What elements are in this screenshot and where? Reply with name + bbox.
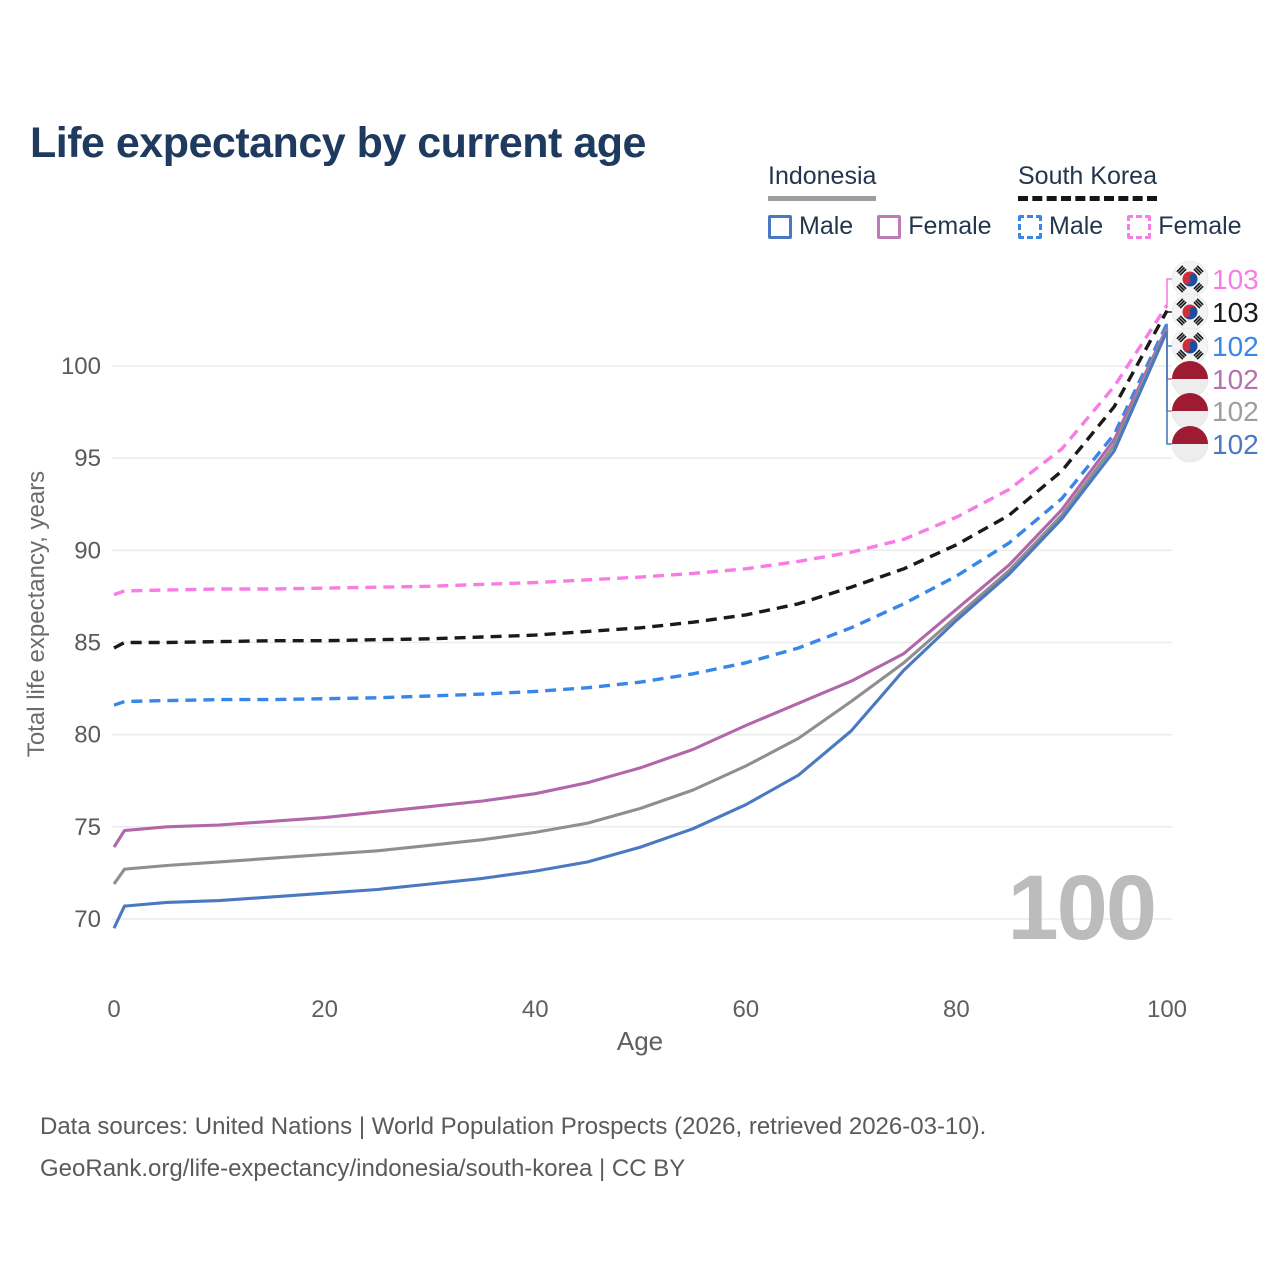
- x-tick-label: 60: [732, 996, 759, 1023]
- page-title: Life expectancy by current age: [30, 118, 646, 167]
- x-tick-label: 40: [522, 996, 549, 1023]
- leader-line: [1166, 310, 1172, 313]
- legend-item-label: Male: [799, 212, 854, 240]
- x-tick-label: 80: [943, 996, 970, 1023]
- female-dashed-swatch-icon: [1127, 214, 1152, 239]
- line-indonesia-both-sexes: [112, 328, 1169, 885]
- legend-item-indonesia-male[interactable]: Male: [768, 212, 853, 241]
- x-tick-label: 0: [107, 996, 120, 1023]
- line-south-korea-both-sexes: [113, 309, 1169, 650]
- age-watermark: 100: [1007, 857, 1158, 959]
- line-indonesia-male: [112, 330, 1169, 929]
- south-korea-flag-icon: [1171, 327, 1209, 365]
- legend-item-label: Male: [1049, 212, 1104, 240]
- legend-group-indonesia: Indonesia Male Female: [768, 162, 992, 241]
- y-tick-label: 95: [74, 445, 101, 472]
- y-tick-label: 85: [74, 630, 101, 657]
- leader-line: [1166, 331, 1172, 445]
- footer: Data sources: United Nations | World Pop…: [40, 1106, 986, 1190]
- x-tick-label: 100: [1147, 996, 1187, 1023]
- footer-url-line: GeoRank.org/life-expectancy/indonesia/so…: [40, 1155, 686, 1182]
- legend-country-label: South Korea: [1018, 162, 1157, 201]
- y-tick-label: 70: [74, 906, 101, 933]
- south-korea-flag-icon: [1171, 260, 1209, 298]
- end-value-label: 102: [1212, 331, 1259, 362]
- legend-item-indonesia-female[interactable]: Female: [877, 212, 992, 241]
- x-axis-title: Age: [617, 1026, 663, 1056]
- y-tick-label: 100: [61, 353, 101, 380]
- male-solid-swatch-icon: [768, 214, 792, 239]
- end-value-label: 102: [1212, 396, 1259, 427]
- male-dashed-swatch-icon: [1018, 214, 1042, 239]
- line-indonesia-female: [112, 326, 1169, 848]
- female-solid-swatch-icon: [877, 214, 902, 239]
- footer-source-line: Data sources: United Nations | World Pop…: [40, 1113, 987, 1140]
- y-tick-label: 75: [74, 814, 101, 841]
- indonesia-flag-icon: [1171, 360, 1209, 398]
- grid-layer: 70 75 80 85 90 95 100 0 20 40 60 80 100: [61, 353, 1187, 1023]
- indonesia-flag-icon: [1171, 425, 1209, 463]
- indonesia-flag-icon: [1171, 392, 1209, 430]
- line-south-korea-female: [113, 304, 1169, 597]
- end-value-label: 103: [1212, 297, 1259, 328]
- y-tick-label: 90: [74, 537, 101, 564]
- legend-item-label: Female: [1158, 212, 1242, 240]
- y-tick-label: 80: [74, 722, 101, 749]
- y-axis-title: Total life expectancy, years: [23, 471, 50, 757]
- legend-item-south-korea-female[interactable]: Female: [1127, 212, 1242, 241]
- south-korea-flag-icon: [1171, 293, 1209, 331]
- legend-country-label: Indonesia: [768, 162, 877, 201]
- legend-item-label: Female: [908, 212, 992, 240]
- end-value-label: 102: [1212, 429, 1259, 460]
- end-value-label: 102: [1212, 364, 1259, 395]
- end-value-label: 103: [1212, 264, 1259, 295]
- legend-group-south-korea: South Korea Male Female: [1018, 162, 1242, 241]
- legend-item-south-korea-male[interactable]: Male: [1018, 212, 1103, 241]
- series-layer: [112, 304, 1169, 929]
- leader-line: [1166, 278, 1172, 306]
- line-south-korea-male: [113, 322, 1169, 707]
- x-tick-label: 20: [311, 996, 338, 1023]
